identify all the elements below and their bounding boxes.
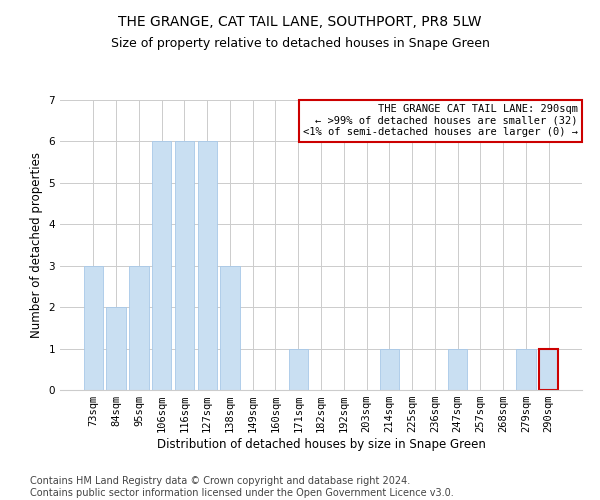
Bar bbox=[448, 348, 467, 390]
Bar bbox=[197, 142, 217, 390]
Text: THE GRANGE CAT TAIL LANE: 290sqm
← >99% of detached houses are smaller (32)
<1% : THE GRANGE CAT TAIL LANE: 290sqm ← >99% … bbox=[303, 104, 578, 138]
Bar bbox=[539, 348, 558, 390]
Bar bbox=[106, 307, 126, 390]
Bar bbox=[84, 266, 103, 390]
Bar bbox=[152, 142, 172, 390]
Bar bbox=[129, 266, 149, 390]
Text: Size of property relative to detached houses in Snape Green: Size of property relative to detached ho… bbox=[110, 38, 490, 51]
Bar bbox=[289, 348, 308, 390]
X-axis label: Distribution of detached houses by size in Snape Green: Distribution of detached houses by size … bbox=[157, 438, 485, 451]
Text: Contains HM Land Registry data © Crown copyright and database right 2024.
Contai: Contains HM Land Registry data © Crown c… bbox=[30, 476, 454, 498]
Bar bbox=[175, 142, 194, 390]
Bar bbox=[516, 348, 536, 390]
Text: THE GRANGE, CAT TAIL LANE, SOUTHPORT, PR8 5LW: THE GRANGE, CAT TAIL LANE, SOUTHPORT, PR… bbox=[118, 15, 482, 29]
Bar bbox=[220, 266, 239, 390]
Bar bbox=[380, 348, 399, 390]
Y-axis label: Number of detached properties: Number of detached properties bbox=[30, 152, 43, 338]
